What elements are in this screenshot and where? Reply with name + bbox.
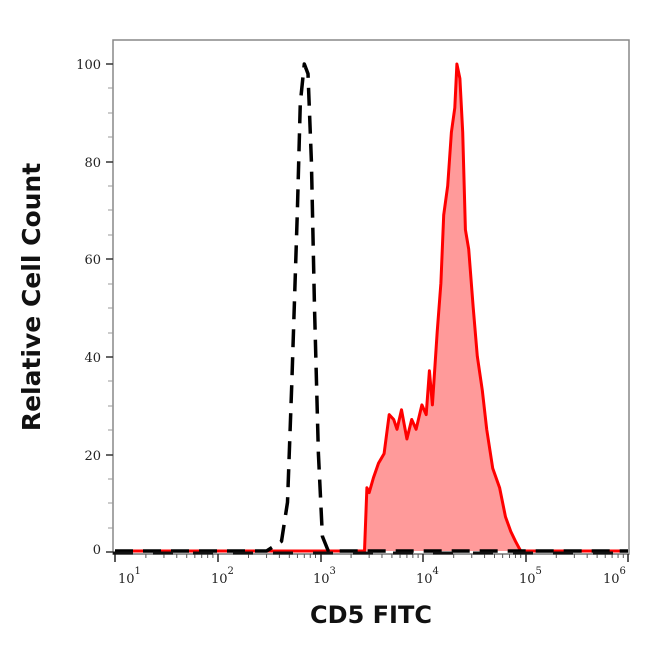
y-tick-label: 60 [84, 253, 101, 268]
y-tick-label: 20 [84, 449, 101, 464]
y-tick-label: 40 [84, 351, 101, 366]
y-tick-labels: 100 80 60 40 20 0 [76, 58, 101, 558]
x-tick-label: 102 [211, 566, 234, 587]
x-tick-labels: 101 102 103 104 105 106 [118, 566, 626, 587]
y-tick-label: 80 [84, 156, 101, 171]
x-axis-title: CD5 FITC [310, 601, 432, 629]
y-axis-title: Relative Cell Count [17, 163, 46, 431]
x-tick-label: 106 [603, 566, 626, 587]
y-axis-minor-ticks [108, 87, 113, 529]
x-tick-label: 101 [118, 566, 141, 587]
y-tick-label: 0 [93, 543, 101, 558]
y-axis [106, 63, 113, 553]
stained-histogram-line [115, 62, 628, 553]
x-axis [113, 553, 629, 562]
y-tick-label: 100 [76, 58, 101, 73]
x-axis-minor-ticks [145, 554, 624, 558]
plot-frame [112, 39, 630, 555]
control-histogram-line [115, 62, 628, 553]
x-tick-label: 105 [519, 566, 542, 587]
x-tick-label: 104 [416, 566, 439, 587]
x-tick-label: 103 [313, 566, 336, 587]
